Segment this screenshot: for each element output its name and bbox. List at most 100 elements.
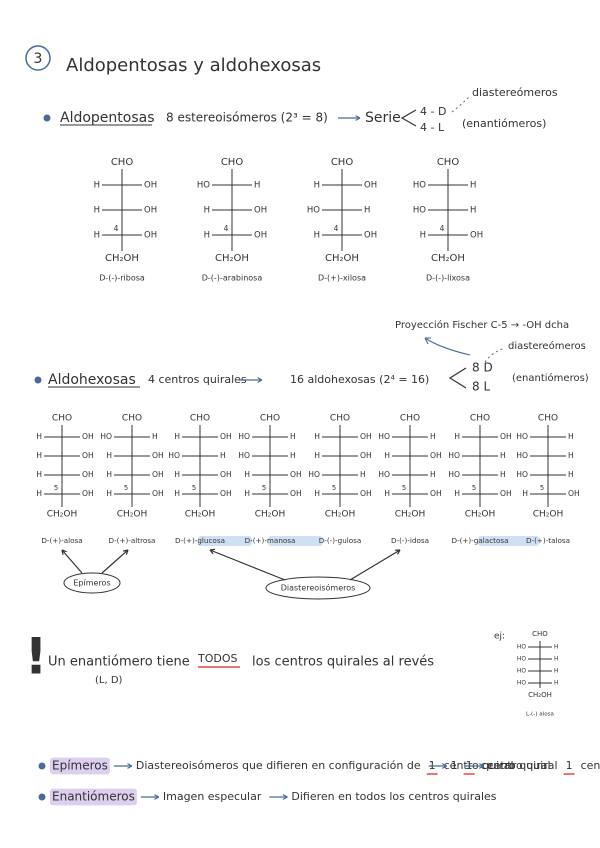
substituent: H [36,489,42,498]
text: 1 [451,759,458,772]
substituent: OH [152,451,164,460]
text: diastereómeros [472,86,558,99]
carbon-marker: 5 [472,484,476,492]
substituent: HO [238,451,250,460]
substituent: H [220,451,226,460]
substituent: H [314,432,320,441]
text: 8 L [472,380,490,394]
substituent: H [94,231,100,241]
substituent: OH [220,432,232,441]
structure-name: D-(+)-glucosa [175,536,225,545]
fischer-bottom: CH₂OH [47,510,78,520]
arrow-head [282,794,288,800]
substituent: HO [100,432,112,441]
fischer-bottom: CH₂OH [185,510,216,520]
structure-name: D-(-)-gulosa [319,536,362,545]
carbon-marker: 5 [332,484,336,492]
structure-name: D-(+)-alosa [41,536,82,545]
highlight [50,757,110,775]
substituent: HO [238,432,250,441]
substituent: HO [448,470,460,479]
text: Difieren en todos los centros quirales [291,790,496,803]
carbon-marker: 5 [262,484,266,492]
substituent: H [500,470,506,479]
substituent: HO [517,680,526,687]
substituent: HO [517,644,526,651]
fischer-bottom: CH₂OH [528,691,552,699]
brace [448,367,467,389]
text: 4 - D [420,105,446,118]
bubble-text: Diastereoisómeros [281,583,356,593]
carbon-marker: 4 [440,224,445,233]
substituent: HO [448,451,460,460]
title: Aldopentosas y aldohexosas [66,55,321,76]
fischer-top: CHO [330,414,350,424]
fischer-top: CHO [221,157,244,168]
term: Epímeros [52,759,108,773]
structure-name: D-(+)-xilosa [318,274,366,283]
substituent: H [470,206,476,216]
stroke [209,549,286,581]
substituent: HO [516,432,528,441]
number-circle [25,45,51,71]
substituent: OH [290,489,302,498]
substituent: H [568,470,574,479]
section-label: Aldopentosas [60,110,155,126]
substituent: H [420,231,426,241]
substituent: H [384,451,390,460]
stroke [424,337,429,345]
substituent: OH [360,451,372,460]
text: los centros quirales al revés [252,655,434,670]
arrow-head [127,763,133,769]
substituent: HO [516,470,528,479]
substituent: OH [430,489,442,498]
fischer-bottom: CH₂OH [105,253,139,264]
fischer-bottom: CH₂OH [395,510,426,520]
text: (enantiómeros) [512,372,589,384]
substituent: H [174,432,180,441]
structure-name: D-(+)-altrosa [109,536,156,545]
substituent: OH [430,451,442,460]
substituent: OH [82,489,94,498]
fischer-top: CHO [122,414,142,424]
substituent: HO [413,181,426,191]
substituent: HO [413,206,426,216]
fischer-top: CHO [538,414,558,424]
fischer-bottom: CH₂OH [325,253,359,264]
fischer-top: CHO [437,157,460,168]
substituent: H [254,181,260,191]
fischer-top: CHO [111,157,134,168]
arrow-head [209,548,216,555]
bullet [38,762,46,770]
bullet [43,114,51,122]
substituent: H [360,470,366,479]
text: 4 - L [420,121,445,134]
carbon-marker: 5 [124,484,128,492]
text: diastereómeros [508,340,586,352]
substituent: H [314,451,320,460]
substituent: H [554,656,558,663]
highlight [478,535,540,547]
stroke [61,549,83,574]
substituent: HO [517,668,526,675]
text: Un enantiómero tiene [48,655,190,670]
text: centro quiral [488,759,558,772]
emphasis: 1 [566,759,573,772]
note: Proyección Fischer C-5 → -OH dcha [395,319,569,331]
substituent: H [290,432,296,441]
text: 16 aldohexosas (2⁴ = 16) [290,373,429,386]
substituent: H [314,489,320,498]
substituent: H [36,432,42,441]
highlight [198,535,252,547]
substituent: HO [308,470,320,479]
substituent: H [106,451,112,460]
substituent: OH [144,231,157,241]
substituent: OH [82,451,94,460]
arrow-head [154,794,160,800]
fischer-top: CHO [52,414,72,424]
substituent: H [430,470,436,479]
substituent: OH [568,489,580,498]
substituent: OH [364,181,377,191]
substituent: H [554,680,558,687]
text: Serie [365,110,401,126]
